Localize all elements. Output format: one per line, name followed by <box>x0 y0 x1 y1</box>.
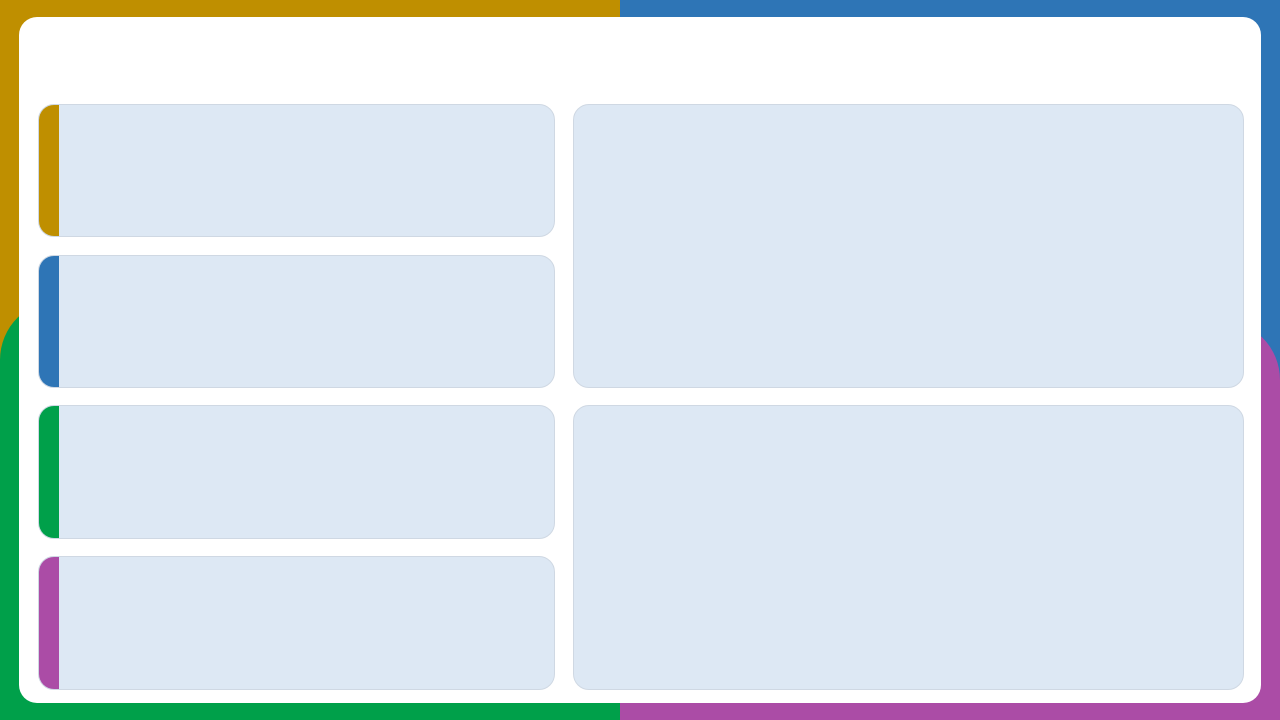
accent-bar-green <box>39 406 59 538</box>
left-card-3 <box>38 405 555 539</box>
right-panel-bottom <box>573 405 1244 690</box>
left-card-1 <box>38 104 555 237</box>
accent-bar-blue <box>39 256 59 387</box>
right-panel-top <box>573 104 1244 388</box>
content-panel <box>19 17 1261 703</box>
accent-bar-gold <box>39 105 59 236</box>
left-card-4 <box>38 556 555 690</box>
header <box>19 17 1261 103</box>
left-card-2 <box>38 255 555 388</box>
accent-bar-purple <box>39 557 59 689</box>
